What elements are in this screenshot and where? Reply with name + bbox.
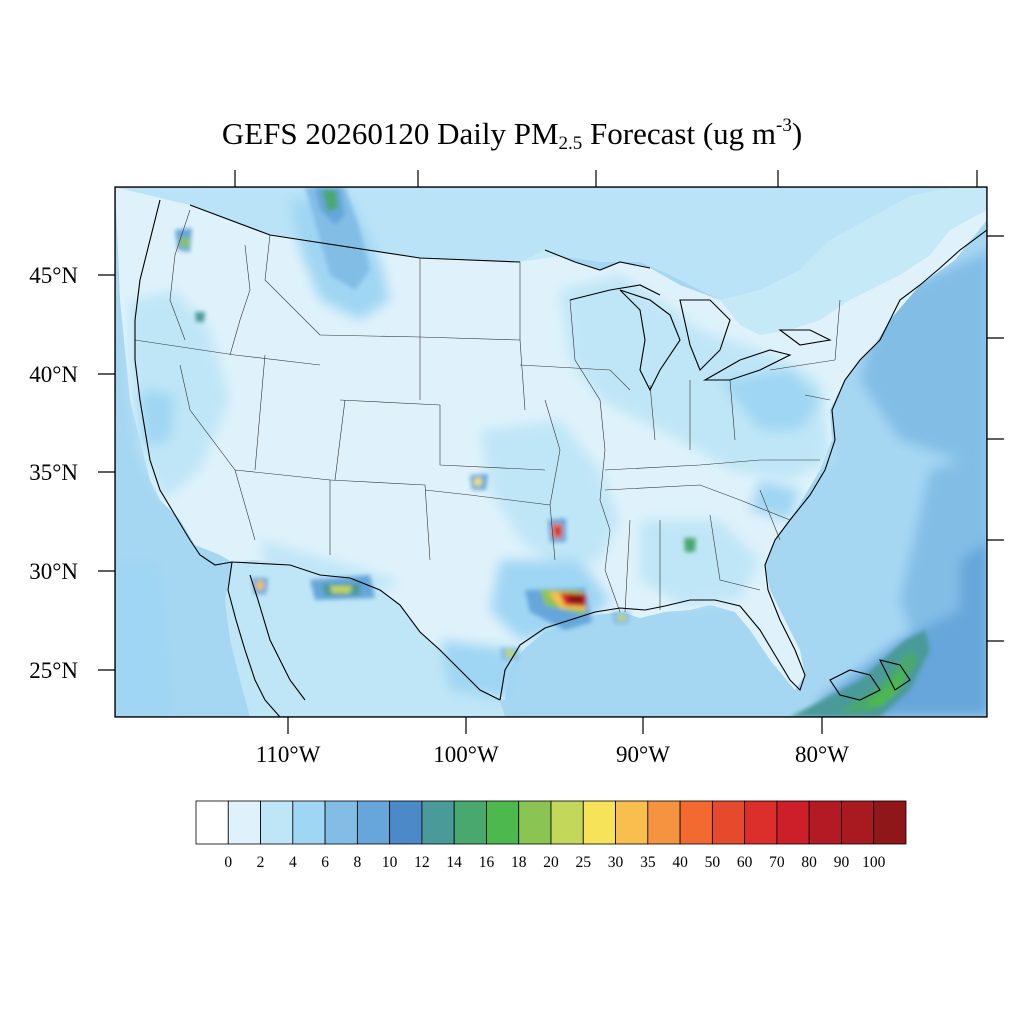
colorbar-label: 14 — [446, 854, 462, 871]
colorbar-swatch — [711, 800, 746, 845]
colorbar-label: 35 — [640, 854, 656, 871]
colorbar-swatch — [486, 800, 520, 845]
colorbar-swatch — [356, 800, 391, 845]
colorbar-label: 18 — [511, 854, 527, 871]
colorbar-swatch — [292, 800, 326, 845]
state-boundaries — [134, 209, 841, 613]
colorbar-label: 60 — [737, 854, 753, 871]
lat-label: 25°N — [29, 658, 78, 683]
colorbar-swatch — [873, 800, 907, 845]
colorbar-swatch — [227, 800, 261, 845]
colorbar-swatch — [744, 800, 778, 845]
colorbar-label: 8 — [353, 854, 361, 871]
longitude-labels: 110°W 100°W 90°W 80°W — [256, 742, 850, 767]
lat-label: 45°N — [29, 263, 78, 288]
lat-label: 40°N — [29, 362, 78, 387]
colorbar-swatch — [389, 800, 423, 845]
colorbar-label: 90 — [834, 854, 850, 871]
colorbar-label: 50 — [705, 854, 721, 871]
map-panel — [115, 187, 987, 717]
colorbar-swatch — [260, 800, 294, 845]
lon-label: 110°W — [256, 742, 321, 767]
colorbar-label: 12 — [414, 854, 430, 871]
colorbar-label: 25 — [576, 854, 592, 871]
title-superscript: -3 — [776, 115, 792, 136]
lat-label: 30°N — [29, 559, 78, 584]
colorbar-label: 4 — [289, 854, 297, 871]
title-suffix: ) — [791, 116, 803, 151]
map-title: GEFS 20260120 Daily PM2.5 Forecast (ug m… — [0, 114, 1024, 154]
colorbar-label: 10 — [382, 854, 398, 871]
colorbar-swatch — [550, 800, 584, 845]
colorbar-label: 80 — [801, 854, 817, 871]
map-outer-frame — [114, 186, 988, 718]
mexico-land — [225, 560, 505, 717]
colorbar-swatch — [808, 800, 842, 845]
title-middle: Forecast (ug m — [582, 116, 777, 151]
colorbar-label: 6 — [321, 854, 329, 871]
colorbar-swatch — [195, 800, 229, 845]
colorbar-label: 20 — [543, 854, 559, 871]
colorbar-label: 70 — [769, 854, 785, 871]
colorbar-swatch — [582, 800, 616, 845]
colorbar-swatch — [679, 800, 713, 845]
colorbar-label: 0 — [224, 854, 232, 871]
colorbar-swatch — [421, 800, 455, 845]
axis-ticks — [98, 170, 1004, 734]
colorbar-swatch — [518, 800, 552, 845]
colorbar-swatch — [647, 800, 681, 845]
lon-label: 90°W — [616, 742, 670, 767]
title-subscript: 2.5 — [558, 133, 583, 154]
title-prefix: GEFS 20260120 Daily PM — [221, 116, 559, 151]
colorbar-swatch — [776, 800, 810, 845]
lat-label: 35°N — [29, 460, 78, 485]
latitude-labels: 45°N 40°N 35°N 30°N 25°N — [29, 263, 78, 683]
lon-label: 80°W — [795, 742, 849, 767]
colorbar-label: 16 — [479, 854, 495, 871]
colorbar-label: 2 — [257, 854, 265, 871]
colorbar-label: 40 — [672, 854, 688, 871]
colorbar-label: 30 — [608, 854, 624, 871]
colorbar-swatch — [615, 800, 649, 845]
colorbar-swatch — [841, 800, 875, 845]
colorbar-swatch — [324, 800, 358, 845]
colorbar: 0 2 4 6 8 10 12 14 16 18 20 25 30 35 40 50 60 70 80 90 100 — [195, 800, 907, 871]
pm-higher-patches — [175, 187, 696, 660]
colorbar-swatch — [453, 800, 487, 845]
lon-label: 100°W — [433, 742, 499, 767]
bahamas-plume — [790, 630, 930, 717]
colorbar-label: 100 — [862, 854, 886, 871]
coastlines — [134, 199, 987, 717]
